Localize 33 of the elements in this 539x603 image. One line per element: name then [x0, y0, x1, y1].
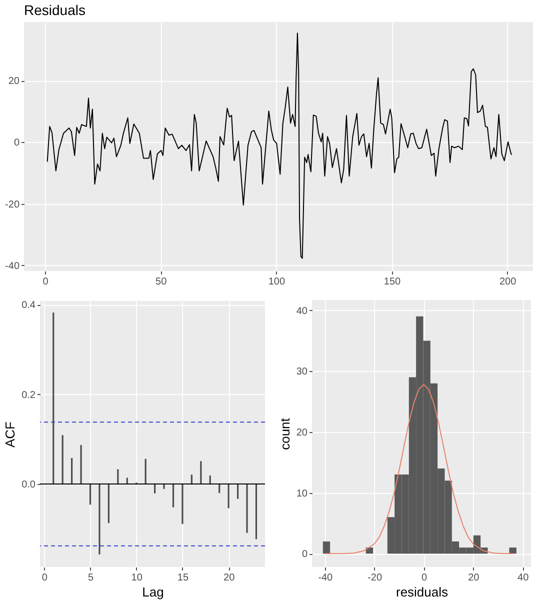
- y-axis-title: ACF: [2, 421, 18, 448]
- x-tick-label: 20: [224, 572, 236, 584]
- x-tick-label: -20: [368, 572, 382, 584]
- x-tick-label: 5: [88, 572, 94, 584]
- x-tick-label: 10: [131, 572, 143, 584]
- y-tick-label: 0.0: [22, 480, 36, 491]
- y-tick-label: 20: [8, 76, 20, 88]
- y-tick-label: 10: [296, 488, 308, 500]
- y-tick-label: -40: [5, 260, 20, 272]
- x-axis-title: residuals: [396, 584, 449, 600]
- x-tick-label: 40: [518, 572, 530, 584]
- y-tick-label: 20: [296, 427, 308, 438]
- x-tick-label: 200: [500, 276, 517, 288]
- line-series: [46, 32, 512, 259]
- x-tick-label: 150: [384, 276, 402, 288]
- y-axis-title: count: [277, 418, 292, 450]
- y-tick-label: 0.2: [22, 390, 36, 401]
- y-tick-label: 0: [14, 138, 20, 149]
- x-tick-label: 0: [42, 572, 48, 584]
- y-tick-label: -20: [5, 199, 20, 210]
- x-tick-label: 100: [268, 276, 286, 288]
- x-tick-label: 15: [177, 572, 189, 584]
- x-tick-label: 20: [468, 572, 480, 584]
- x-tick-label: 0: [421, 572, 428, 584]
- x-tick-label: 0: [42, 276, 49, 288]
- x-tick-label: -40: [318, 572, 334, 584]
- x-tick-label: 50: [156, 276, 168, 288]
- chart-title: Residuals: [24, 2, 86, 18]
- y-tick-label: 30: [296, 366, 308, 378]
- y-tick-label: 0.4: [22, 300, 36, 312]
- y-tick-label: 0: [302, 549, 308, 560]
- x-axis-title: Lag: [142, 584, 164, 600]
- y-tick-label: 40: [296, 306, 308, 317]
